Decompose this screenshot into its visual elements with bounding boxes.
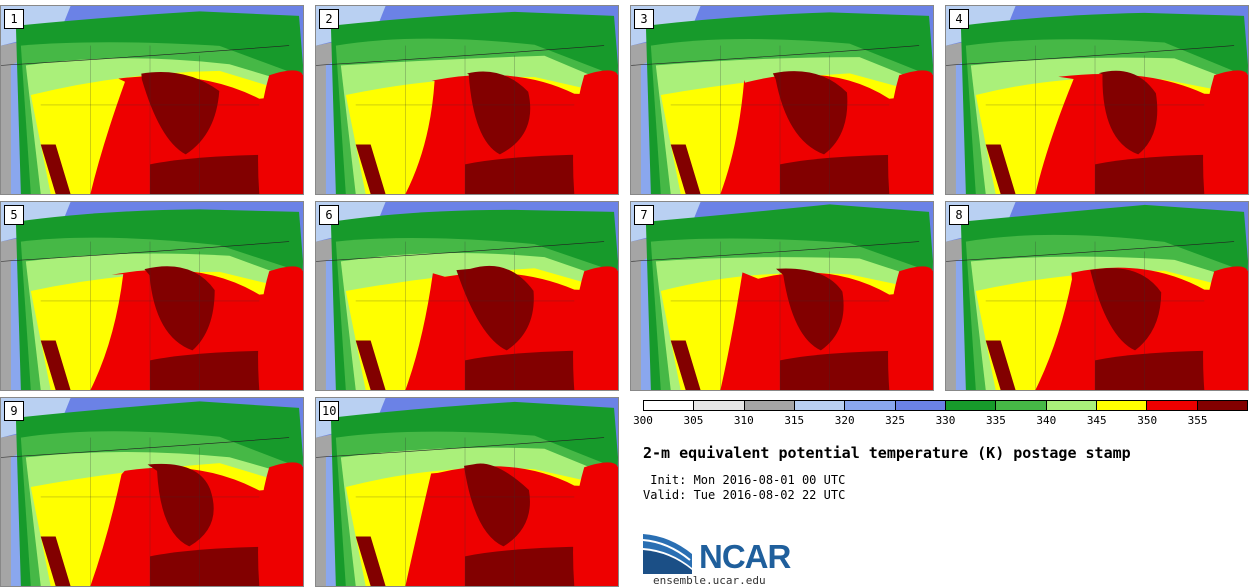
stamp-map-3 [631,6,933,194]
colorbar-tick-310: 310 [733,414,754,427]
stamp-number-label: 6 [319,205,339,225]
stamp-map-5 [1,202,303,390]
stamp-number-label: 1 [4,9,24,29]
colorbar-segment-345 [1096,401,1148,410]
colorbar-segment-335 [996,401,1047,410]
stamp-number-label: 10 [319,401,340,421]
stamp-number-label: 3 [634,9,654,29]
stamp-map-9 [1,398,303,586]
colorbar-tick-320: 320 [834,414,855,427]
colorbar-tick-350: 350 [1137,414,1158,427]
stamp-map-4 [946,6,1248,194]
postage-stamp-3: 3 [630,5,934,195]
stamp-map-2 [316,6,618,194]
colorbar-segment-320 [845,401,896,410]
colorbar-tick-labels: 300 305 310 315 320 325 330 335 340 345 350 355 [633,414,1248,428]
stamp-number-label: 8 [949,205,969,225]
stamp-number-label: 7 [634,205,654,225]
ncar-logo-icon [642,534,692,574]
colorbar-tick-325: 325 [885,414,906,427]
postage-stamp-1: 1 [0,5,304,195]
colorbar-tick-340: 340 [1036,414,1057,427]
figure-title: 2-m equivalent potential temperature (K)… [643,444,1131,462]
postage-stamp-8: 8 [945,201,1249,391]
stamp-map-7 [631,202,933,390]
postage-stamp-5: 5 [0,201,304,391]
colorbar-segment-315 [794,401,846,410]
colorbar-segment-340 [1046,401,1097,410]
stamp-map-6 [316,202,618,390]
postage-stamp-10: 10 [315,397,619,587]
valid-time-label: Valid: Tue 2016-08-02 22 UTC [643,488,846,502]
colorbar-segment-350 [1147,401,1198,410]
postage-stamp-6: 6 [315,201,619,391]
init-time-label: Init: Mon 2016-08-01 00 UTC [643,473,846,487]
colorbar-segment-355 [1197,401,1247,410]
postage-stamp-9: 9 [0,397,304,587]
colorbar-tick-315: 315 [784,414,805,427]
ensemble-url: ensemble.ucar.edu [653,574,766,587]
colorbar-tick-330: 330 [935,414,956,427]
colorbar-segment-305 [694,401,745,410]
stamp-map-10 [316,398,618,586]
stamp-number-label: 5 [4,205,24,225]
colorbar-tick-300: 300 [633,414,653,427]
ncar-logo-text: NCAR [699,538,791,575]
colorbar-segment-310 [744,401,795,410]
colorbar-segment-330 [945,401,997,410]
postage-stamp-7: 7 [630,201,934,391]
stamp-number-label: 9 [4,401,24,421]
colorbar-segment-300 [644,401,695,410]
stamp-number-label: 4 [949,9,969,29]
colorbar-tick-335: 335 [985,414,1006,427]
stamp-number-label: 2 [319,9,339,29]
stamp-map-1 [1,6,303,194]
stamp-map-8 [946,202,1248,390]
colorbar [643,400,1248,411]
colorbar-segment-325 [895,401,946,410]
postage-stamp-2: 2 [315,5,619,195]
postage-stamp-4: 4 [945,5,1249,195]
colorbar-tick-355: 355 [1187,414,1208,427]
colorbar-tick-305: 305 [683,414,704,427]
colorbar-tick-345: 345 [1086,414,1107,427]
